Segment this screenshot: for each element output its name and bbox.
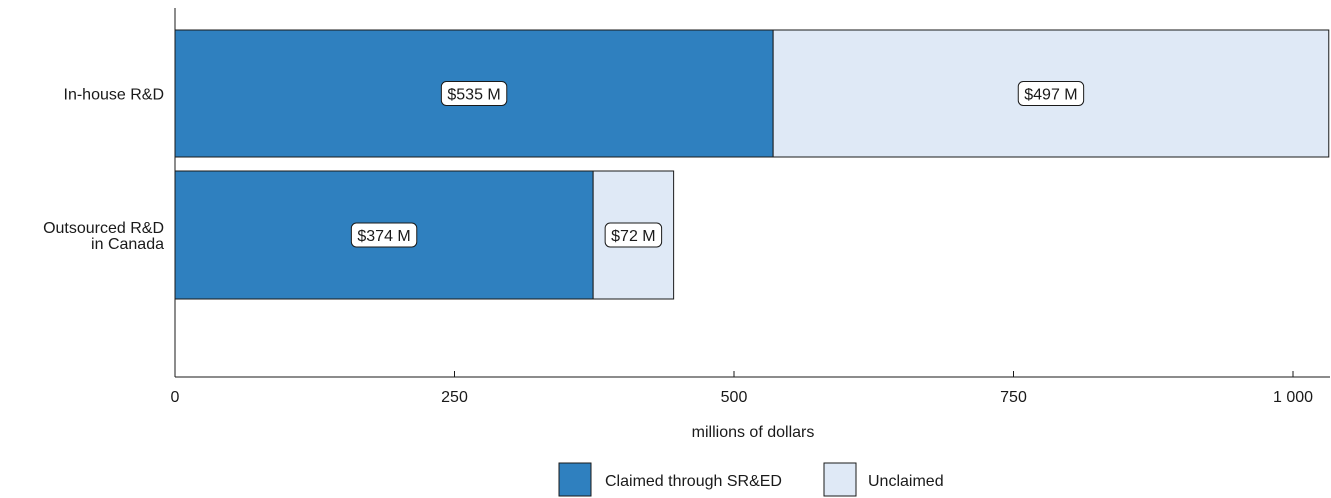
data-labels-layer: $535 M $497 M $374 M $72 M (350, 81, 1085, 248)
legend-swatch-unclaimed (823, 462, 857, 497)
legend-item-claimed-through-sranded: Claimed through SR&ED (558, 462, 782, 497)
legend-label-claimed-through-sranded: Claimed through SR&ED (605, 473, 782, 490)
category-label-outsourced-randd-in-canada: Outsourced R&D in Canada (43, 220, 164, 253)
data-label-text: $535 M (447, 87, 500, 104)
legend-label-unclaimed: Unclaimed (868, 473, 944, 490)
legend-item-unclaimed: Unclaimed (823, 462, 944, 497)
x-axis-title: millions of dollars (692, 424, 815, 441)
category-labels: In-house R&D Outsourced R&D in Canada (43, 87, 164, 254)
data-label-outsourced-randd-in-canada-unclaimed: $72 M (604, 222, 663, 248)
data-label-in-house-randd-claimed-through-sranded: $535 M (440, 81, 508, 106)
x-ticks: 0 250 500 750 1 000 (171, 371, 1313, 406)
data-label-text: $497 M (1024, 87, 1077, 104)
data-label-box (440, 81, 508, 106)
legend: Claimed through SR&ED Unclaimed (558, 462, 944, 497)
axes-layer (174, 8, 1330, 378)
legend-swatch-claimed-through-sranded (558, 462, 592, 497)
data-label-box (604, 222, 663, 248)
bars-layer (174, 29, 1330, 300)
data-label-box (1017, 81, 1085, 106)
data-label-outsourced-randd-in-canada-claimed-through-sranded: $374 M (350, 222, 418, 248)
x-tick-label-1000: 1 000 (1273, 389, 1313, 406)
category-label-in-house-randd: In-house R&D (64, 87, 165, 104)
data-label-text: $374 M (357, 228, 410, 245)
data-label-in-house-randd-unclaimed: $497 M (1017, 81, 1085, 106)
x-tick-label-750: 750 (1000, 389, 1027, 406)
data-label-text: $72 M (611, 228, 655, 245)
data-label-box (350, 222, 418, 248)
x-tick-label-250: 250 (441, 389, 468, 406)
x-tick-label-500: 500 (721, 389, 748, 406)
x-tick-label-0: 0 (171, 389, 180, 406)
